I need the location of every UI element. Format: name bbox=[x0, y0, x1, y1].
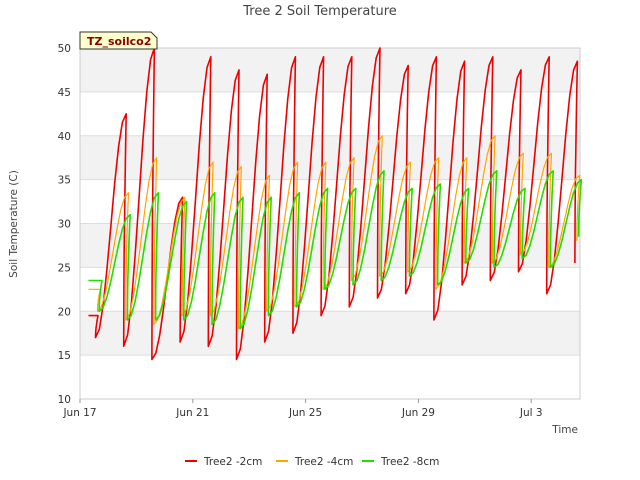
badge-label: TZ_soilco2 bbox=[87, 35, 151, 48]
legend-label: Tree2 -4cm bbox=[294, 456, 353, 468]
y-tick-label: 30 bbox=[58, 219, 71, 231]
y-axis-label: Soil Temperature (C) bbox=[8, 170, 20, 278]
legend: Tree2 -2cm Tree2 -4cm Tree2 -8cm bbox=[185, 456, 439, 468]
background-band bbox=[80, 48, 580, 92]
y-tick-label: 35 bbox=[58, 175, 71, 187]
y-tick-label: 50 bbox=[58, 43, 71, 55]
x-axis-ticks: Jun 17 Jun 21 Jun 25 Jun 29 Jul 3 bbox=[62, 399, 543, 419]
y-tick-label: 10 bbox=[58, 394, 71, 406]
dataset-badge: TZ_soilco2 bbox=[79, 31, 158, 50]
y-tick-label: 40 bbox=[58, 131, 71, 143]
y-tick-label: 45 bbox=[58, 87, 71, 99]
y-tick-label: 25 bbox=[58, 262, 71, 274]
x-tick-label: Jun 25 bbox=[288, 407, 322, 419]
series-line-tree2-4cm bbox=[88, 135, 581, 330]
background-band bbox=[80, 311, 580, 356]
plot-area bbox=[79, 47, 581, 400]
series-line-tree2-8cm bbox=[88, 170, 583, 330]
y-tick-label: 15 bbox=[58, 350, 71, 362]
x-tick-label: Jun 21 bbox=[175, 407, 209, 419]
x-tick-label: Jul 3 bbox=[519, 407, 543, 419]
badge-shape bbox=[79, 31, 158, 50]
background-bands bbox=[80, 48, 580, 356]
x-tick-label: Jun 17 bbox=[62, 407, 96, 419]
chart-title: Tree 2 Soil Temperature bbox=[242, 4, 397, 19]
legend-label: Tree2 -2cm bbox=[203, 456, 262, 468]
series-lines bbox=[88, 47, 583, 361]
legend-label: Tree2 -8cm bbox=[380, 456, 439, 468]
background-band bbox=[80, 135, 580, 180]
y-tick-label: 20 bbox=[58, 306, 71, 318]
x-tick-label: Jun 29 bbox=[401, 407, 435, 419]
x-axis-label: Time bbox=[551, 424, 578, 436]
y-axis-ticks: 10 15 20 25 30 35 40 45 50 bbox=[58, 43, 71, 406]
